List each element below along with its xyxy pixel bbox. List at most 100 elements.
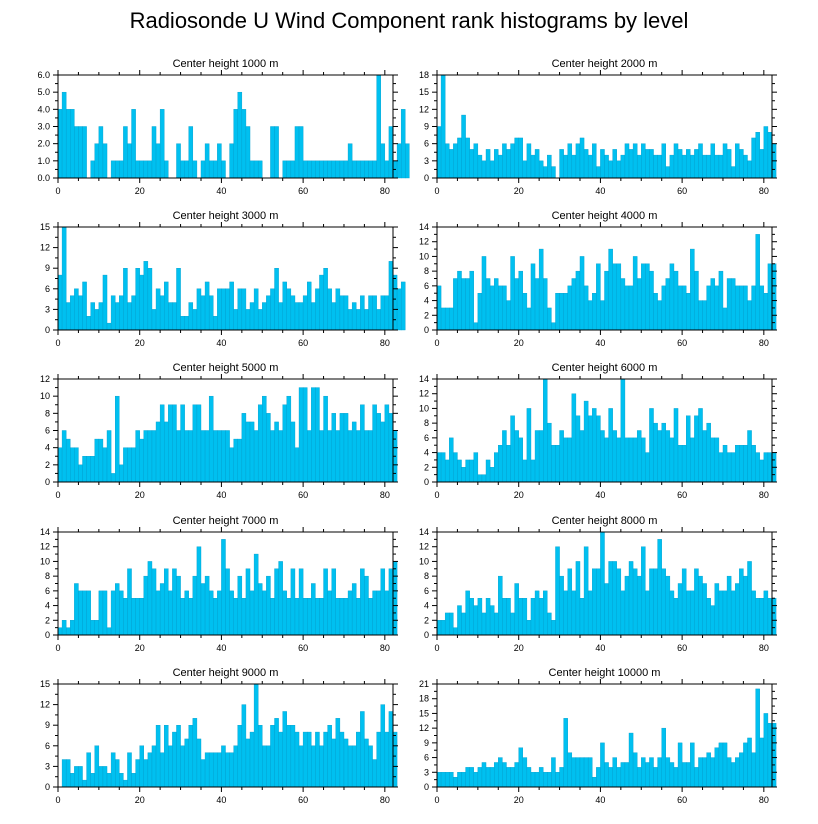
bar (110, 473, 116, 483)
bar (351, 302, 357, 331)
bar (763, 126, 769, 179)
bar (653, 154, 658, 179)
bar (98, 766, 104, 788)
bar (61, 620, 67, 636)
bar (440, 772, 446, 788)
x-tick-label: 0 (55, 643, 60, 653)
bar (94, 309, 100, 331)
bar (751, 752, 756, 788)
y-tick-label: 2 (424, 615, 429, 625)
bar (86, 752, 91, 788)
bar (302, 731, 308, 788)
bar (151, 309, 157, 331)
bar (579, 137, 585, 179)
bar (229, 752, 234, 788)
bar (681, 568, 687, 636)
bar (686, 293, 691, 331)
bar (94, 143, 100, 179)
bar (571, 590, 577, 636)
bar (131, 295, 136, 331)
bar (714, 437, 720, 483)
bar (657, 300, 662, 331)
bar (90, 160, 95, 179)
bar (184, 590, 189, 636)
bar (233, 109, 238, 179)
x-tick-label: 20 (514, 643, 524, 653)
bar (608, 160, 613, 179)
bar (694, 415, 699, 483)
bar (155, 143, 161, 179)
bar (735, 445, 740, 483)
chart-panel: Center height 5000 m 0 20 40 60 80 0 2 4 6 8 10 12 (40, 362, 398, 500)
bar (114, 583, 120, 636)
bar (188, 598, 194, 636)
bar (522, 459, 528, 483)
bar (213, 430, 218, 483)
bar (98, 590, 104, 636)
bar (286, 288, 292, 331)
bar (449, 307, 454, 331)
bar (392, 274, 398, 331)
bar (592, 293, 597, 331)
bar (469, 149, 474, 179)
bar (473, 772, 479, 788)
bar (583, 757, 589, 788)
bar (698, 143, 703, 179)
bar (315, 288, 320, 331)
bar (726, 757, 732, 788)
bar (356, 160, 361, 179)
y-tick-label: 2.0 (37, 139, 50, 149)
bar (759, 285, 765, 331)
bar (131, 109, 136, 179)
bar (485, 149, 491, 179)
y-tick-label: 4 (45, 443, 50, 453)
bar (526, 408, 532, 483)
bar (200, 430, 206, 483)
bar (188, 430, 194, 483)
bar (616, 437, 622, 483)
bar (315, 598, 320, 636)
bar (698, 575, 703, 636)
y-tick-label: 14 (419, 527, 429, 537)
bar (298, 745, 304, 788)
bar (600, 430, 605, 483)
bar (657, 757, 662, 788)
bar (388, 413, 394, 483)
bar (547, 422, 552, 483)
bar (485, 459, 491, 483)
bar (681, 154, 687, 179)
bar (620, 278, 626, 331)
bar (253, 683, 259, 788)
bar (506, 767, 511, 788)
bar (567, 437, 573, 483)
bar (110, 752, 116, 788)
y-tick-label: 15 (419, 708, 429, 718)
y-tick-label: 0 (45, 325, 50, 335)
bar (188, 126, 194, 179)
y-tick-label: 0 (45, 477, 50, 487)
chart-title: Center height 6000 m (552, 362, 658, 374)
bar (335, 288, 341, 331)
bar (327, 160, 332, 179)
bar (767, 452, 773, 483)
bar (315, 160, 320, 179)
bar (123, 598, 128, 636)
bar (543, 590, 548, 636)
bar (632, 143, 638, 179)
chart-title: Center height 4000 m (552, 210, 658, 222)
bar (192, 404, 198, 483)
bar (502, 285, 507, 331)
y-tick-label: 4 (424, 296, 429, 306)
bar (575, 270, 581, 331)
bar (612, 561, 617, 636)
bar (208, 395, 214, 483)
bar (551, 620, 556, 636)
bar (172, 404, 177, 483)
y-tick-label: 12 (40, 700, 50, 710)
bar (319, 745, 324, 788)
bar (547, 612, 552, 636)
bar (335, 718, 341, 788)
bar (372, 404, 377, 483)
bar (502, 430, 507, 483)
bar (192, 160, 198, 179)
